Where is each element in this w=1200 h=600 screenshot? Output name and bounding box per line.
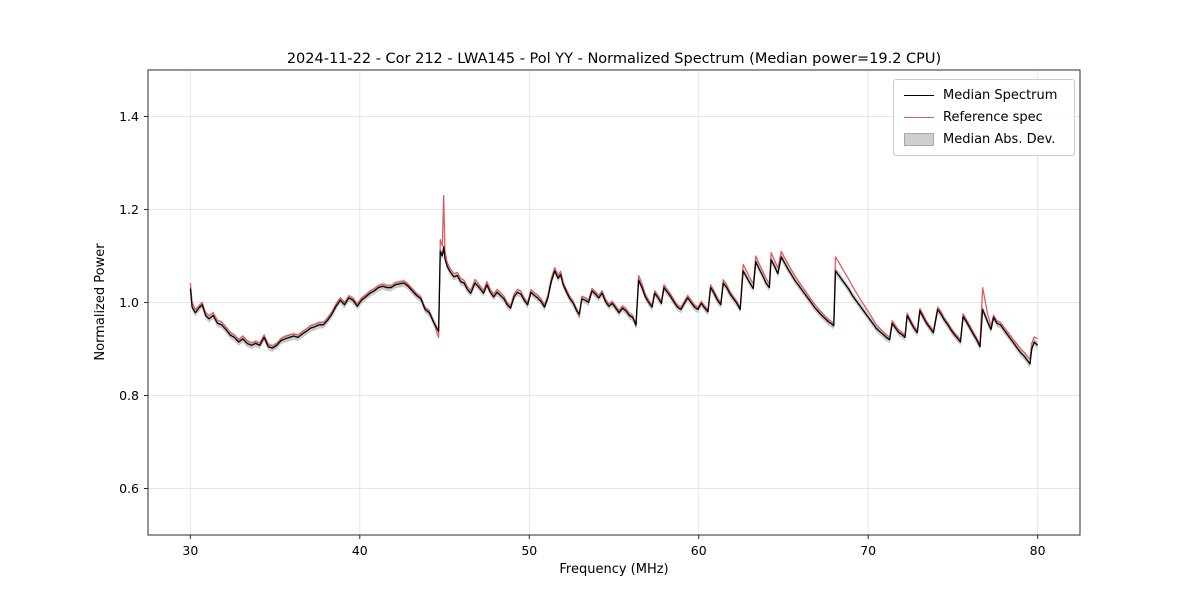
legend-item-median-abs-dev: Median Abs. Dev.: [904, 132, 1064, 147]
legend-label-median-spectrum: Median Spectrum: [943, 88, 1058, 103]
svg-text:30: 30: [182, 543, 198, 558]
svg-text:60: 60: [691, 543, 707, 558]
tick-labels: 30 40 50 60 70 80 0.6 0.8 1.0 1.2 1.4: [119, 109, 1046, 558]
svg-text:1.2: 1.2: [119, 202, 139, 217]
x-axis-label: Frequency (MHz): [559, 562, 668, 577]
legend: Median Spectrum Reference spec Median Ab…: [893, 79, 1075, 156]
tick-marks: [144, 116, 1039, 539]
svg-text:1.4: 1.4: [119, 109, 139, 124]
reference-spec-line-swatch: [904, 117, 934, 118]
svg-text:70: 70: [860, 543, 876, 558]
chart-title: 2024-11-22 - Cor 212 - LWA145 - Pol YY -…: [287, 51, 941, 67]
median-spectrum-line-swatch: [904, 95, 934, 96]
svg-text:80: 80: [1030, 543, 1046, 558]
median-abs-dev-patch-swatch: [904, 133, 934, 146]
svg-text:1.0: 1.0: [119, 295, 139, 310]
series-lines: [189, 194, 1039, 365]
legend-label-median-abs-dev: Median Abs. Dev.: [943, 132, 1056, 147]
svg-text:0.6: 0.6: [119, 481, 139, 496]
legend-label-reference-spec: Reference spec: [943, 110, 1043, 125]
svg-text:50: 50: [521, 543, 537, 558]
svg-text:40: 40: [352, 543, 368, 558]
legend-item-reference-spec: Reference spec: [904, 110, 1064, 125]
y-axis-label: Normalized Power: [93, 243, 108, 361]
svg-text:0.8: 0.8: [119, 388, 139, 403]
legend-item-median-spectrum: Median Spectrum: [904, 88, 1064, 103]
